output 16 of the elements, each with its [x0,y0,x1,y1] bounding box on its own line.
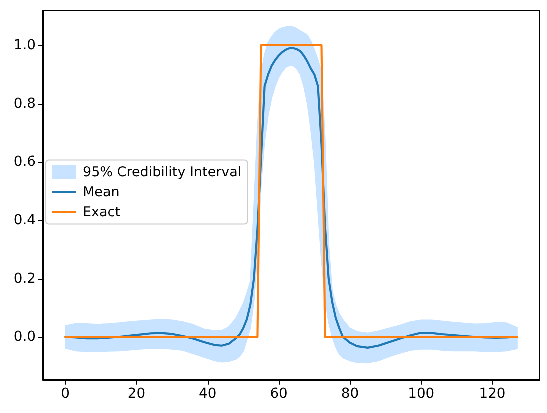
legend-label: Mean [83,184,120,200]
y-tick-label: 0.4 [14,212,36,228]
x-tick-label: 120 [479,386,506,402]
y-tick-label: 1.0 [14,37,36,54]
x-tick-label: 0 [61,386,70,402]
x-tick-label: 20 [128,386,146,402]
y-tick-label: 0.0 [14,329,36,346]
x-tick-label: 100 [408,386,435,402]
legend-label: 95% Credibility Interval [83,164,242,180]
legend-label: Exact [83,204,121,220]
x-tick-label: 60 [270,386,288,402]
x-tick-label: 80 [341,386,360,402]
y-tick-label: 0.2 [14,270,36,287]
y-tick-label: 0.6 [14,154,36,170]
x-tick-label: 40 [199,386,217,402]
y-tick-label: 0.8 [14,96,36,112]
